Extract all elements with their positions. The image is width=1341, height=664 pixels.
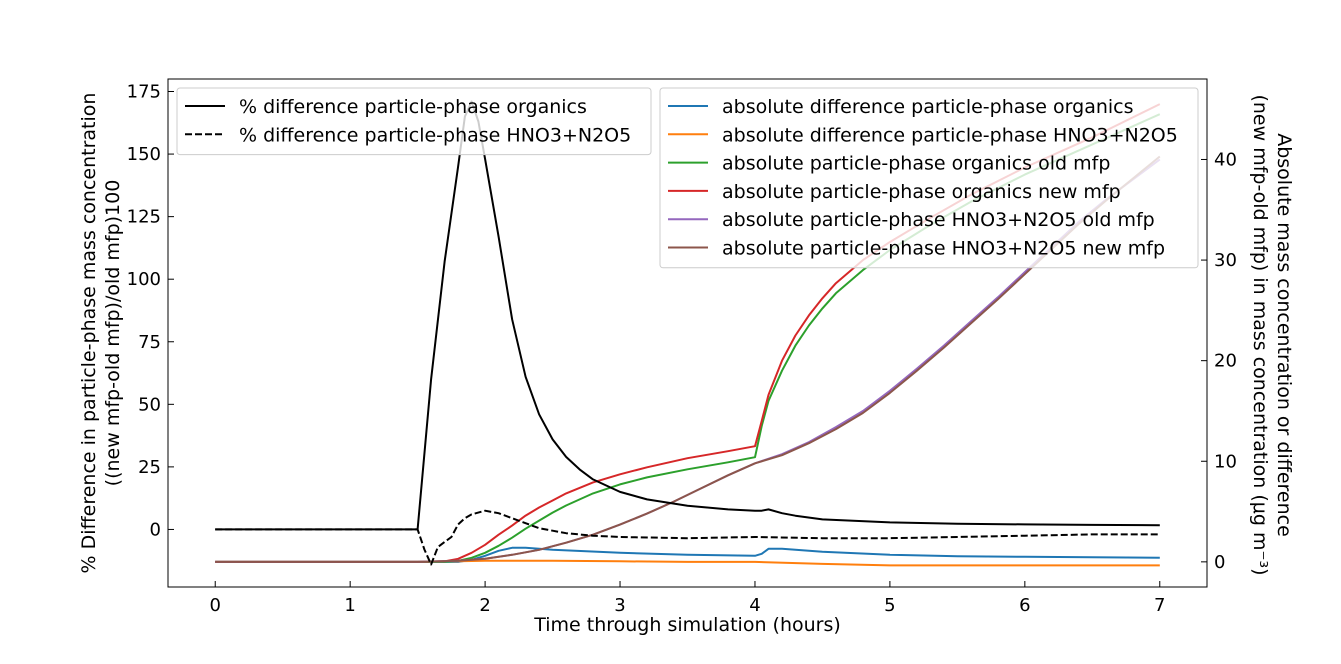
x-tick-label: 7 <box>1154 595 1165 616</box>
legend-right-entry-label: absolute particle-phase HNO3+N2O5 new mf… <box>722 238 1165 260</box>
x-tick-label: 1 <box>344 595 355 616</box>
legend-left: % difference particle-phase organics % di… <box>176 87 652 156</box>
x-tick-label: 4 <box>749 595 760 616</box>
legend-left-entry-label: % difference particle-phase organics <box>239 96 587 118</box>
legend-right-entry-label: absolute particle-phase organics old mfp <box>722 153 1110 175</box>
y-left-tick-label: 50 <box>138 394 161 415</box>
y-right-label-line2: (new mfp-old mfp) in mass concentration … <box>1249 94 1271 575</box>
x-tick-label: 0 <box>210 595 221 616</box>
x-tick-label: 6 <box>1019 595 1030 616</box>
y-left-label-line2: ((new mfp-old mfp)/old mfp)100 <box>102 180 124 487</box>
y-left-axis-label: % Difference in particle-phase mass conc… <box>78 93 124 574</box>
y-right-tick-label: 20 <box>1214 351 1237 372</box>
y-right-axis-label: Absolute mass concentration or differenc… <box>1249 94 1295 575</box>
y-left-label-line1: % Difference in particle-phase mass conc… <box>78 93 100 574</box>
y-left-tick-label: 100 <box>127 269 161 290</box>
y-right-tick-label: 40 <box>1214 149 1237 170</box>
series-line-right-0 <box>215 546 1160 563</box>
legend-right-entry-label: absolute particle-phase organics new mfp <box>722 181 1121 203</box>
legend-right: absolute difference particle-phase organ… <box>659 87 1199 269</box>
legend-right-entry-box <box>659 87 1199 269</box>
legend-right-entry-label: absolute difference particle-phase HNO3+… <box>722 124 1178 146</box>
legend-left-entry-box <box>176 87 652 156</box>
y-right-label-line1: Absolute mass concentration or differenc… <box>1273 133 1295 537</box>
x-tick-label: 3 <box>614 595 625 616</box>
plot-frame <box>167 78 1208 588</box>
series-line-left-1 <box>215 509 1160 566</box>
y-left-tick-label: 150 <box>127 144 161 165</box>
y-left-tick-label: 25 <box>138 457 161 478</box>
y-right-tick-label: 30 <box>1214 250 1237 271</box>
x-axis-label: Time through simulation (hours) <box>533 614 841 636</box>
x-tick-label: 5 <box>884 595 895 616</box>
y-right-tick-label: 0 <box>1214 552 1225 573</box>
y-right-tick-label: 10 <box>1214 451 1237 472</box>
y-left-tick-label: 125 <box>127 207 161 228</box>
y-left-tick-label: 175 <box>127 82 161 103</box>
x-tick-label: 2 <box>479 595 490 616</box>
y-left-tick-label: 75 <box>138 332 161 353</box>
y-left-tick-label: 0 <box>150 519 161 540</box>
ticks-layer: 0 1 2 3 4 5 6 7 0 25 50 75 100 125 150 175 0 10 20 30 40 <box>127 82 1237 616</box>
legend-right-entry-label: absolute difference particle-phase organ… <box>722 96 1134 118</box>
legend-right-entry-label: absolute particle-phase HNO3+N2O5 old mf… <box>722 209 1155 231</box>
legend-left-entry-label: % difference particle-phase HNO3+N2O5 <box>239 124 631 146</box>
